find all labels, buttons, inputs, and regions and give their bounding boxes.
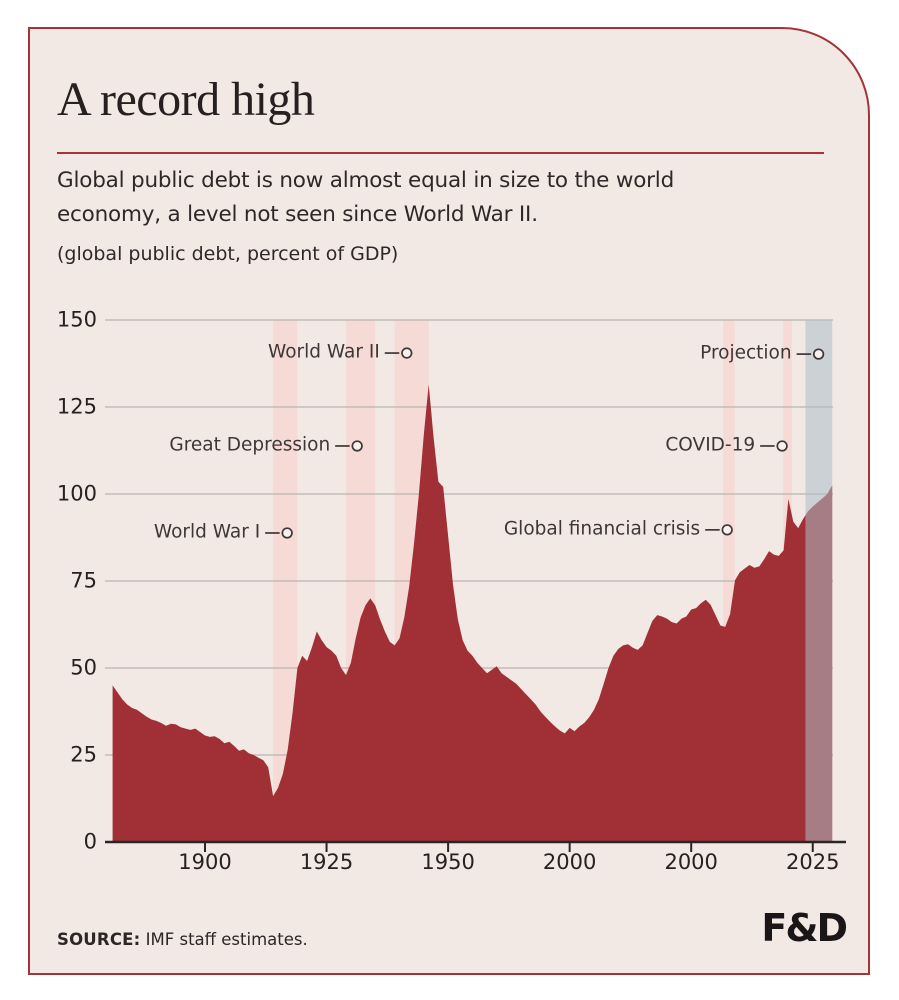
source-label: SOURCE: xyxy=(57,930,141,949)
x-axis-tick-label: 2000 xyxy=(542,850,597,874)
annotation-circle-marker xyxy=(721,524,733,536)
annotation-label: Projection xyxy=(700,342,792,364)
annotation-label: World War II xyxy=(268,341,380,363)
subtitle-line-2: economy, a level not seen since World Wa… xyxy=(57,202,538,227)
annotation-label: COVID-19 xyxy=(665,434,756,456)
annotation-circle-marker xyxy=(812,348,825,360)
annotation-label: Great Depression xyxy=(169,434,331,456)
y-axis-tick-label: 50 xyxy=(70,655,97,680)
annotation-label: Global financial crisis xyxy=(503,518,701,540)
annotation-circle-marker xyxy=(401,347,413,359)
projection-band xyxy=(805,320,833,842)
x-axis-tick-label: 2025 xyxy=(786,850,840,874)
title-divider-rule xyxy=(57,152,824,154)
debt-area-path xyxy=(112,384,833,842)
annotation-circle-marker xyxy=(351,440,363,452)
chart-title: A record high xyxy=(57,73,315,126)
annotation-circle-marker xyxy=(281,527,293,539)
subtitle-line-1: Global public debt is now almost equal i… xyxy=(57,168,675,193)
x-axis-tick-label: 1950 xyxy=(421,850,475,874)
y-axis-tick-label: 150 xyxy=(56,307,97,332)
annotation-circle-marker xyxy=(776,440,788,452)
y-axis-tick-label: 75 xyxy=(70,568,97,593)
y-axis-tick-label: 0 xyxy=(83,829,97,854)
annotation-label: World War I xyxy=(153,521,261,543)
fd-magazine-logo: F&D xyxy=(761,906,848,950)
y-axis-tick-label: 25 xyxy=(70,742,97,767)
y-axis-tick-label: 125 xyxy=(56,394,97,419)
source-note: SOURCE: IMF staff estimates. xyxy=(57,930,308,949)
source-text: IMF staff estimates. xyxy=(140,930,308,949)
x-axis-tick-label: 2000 xyxy=(664,850,718,874)
y-axis-tick-label: 100 xyxy=(56,481,97,506)
x-axis-tick-label: 1900 xyxy=(178,850,232,874)
axis-units-caption: (global public debt, percent of GDP) xyxy=(57,243,399,265)
chart-subtitle: Global public debt is now almost equal i… xyxy=(57,164,777,232)
x-axis-tick-label: 1925 xyxy=(299,850,354,874)
